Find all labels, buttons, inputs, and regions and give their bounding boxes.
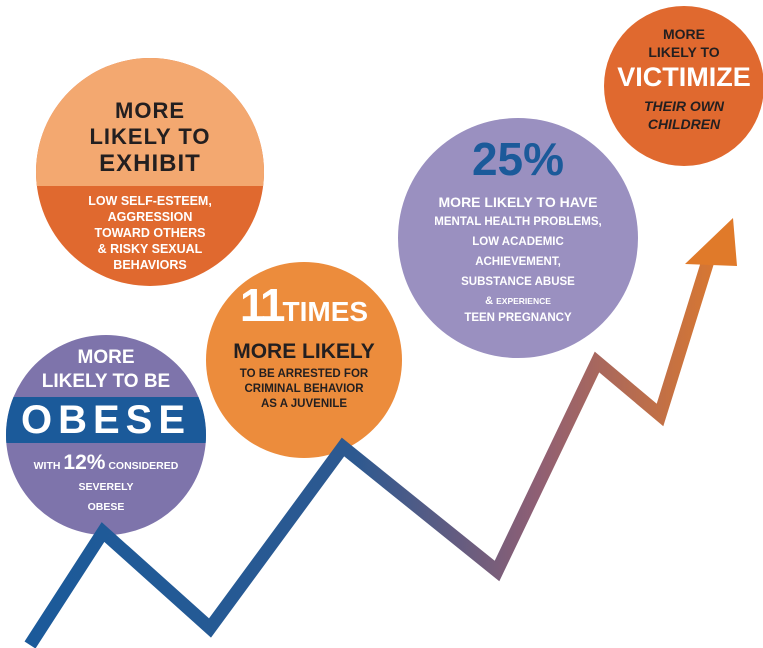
victimize-big: VICTIMIZE xyxy=(617,62,751,92)
victimize-heading-2: LIKELY TO xyxy=(648,44,720,60)
exhibit-detail-2: AGGRESSION xyxy=(107,210,193,224)
mental-detail-1: MENTAL HEALTH PROBLEMS, xyxy=(434,216,602,228)
arrested-heading: MORE LIKELY xyxy=(233,340,375,363)
arrested-detail-2: CRIMINAL BEHAVIOR xyxy=(244,383,364,395)
victimize-heading-1: MORE xyxy=(663,26,705,42)
victimize-italic-1: THEIR OWN xyxy=(643,98,725,114)
arrested-number: 11 xyxy=(239,279,286,331)
obese-line-2: SEVERELY xyxy=(78,481,134,493)
bubble-arrested: 11TIMES MORE LIKELY TO BE ARRESTED FOR C… xyxy=(206,262,402,458)
mental-detail-4: SUBSTANCE ABUSE xyxy=(461,276,575,288)
obese-banner-text: OBESE xyxy=(20,398,192,442)
mental-experience: EXPERIENCE xyxy=(496,296,551,306)
obese-considered: CONSIDERED xyxy=(108,460,179,472)
exhibit-heading-2: LIKELY TO xyxy=(89,124,211,149)
bubble-exhibit: MORE LIKELY TO EXHIBIT LOW SELF-ESTEEM, … xyxy=(36,58,264,286)
bubble-mental-health: 25% MORE LIKELY TO HAVE MENTAL HEALTH PR… xyxy=(398,118,638,358)
mental-detail-3: ACHIEVEMENT, xyxy=(475,256,561,268)
obese-line-3: OBESE xyxy=(87,501,125,513)
obese-percent: 12% xyxy=(63,451,106,474)
arrested-number-line: 11TIMES xyxy=(206,282,402,335)
victimize-italic-2: CHILDREN xyxy=(647,116,721,132)
bubble-victimize: MORE LIKELY TO VICTIMIZE THEIR OWN CHILD… xyxy=(604,6,763,166)
obese-heading-2: LIKELY TO BE xyxy=(41,371,171,392)
mental-amp: & xyxy=(485,295,494,307)
exhibit-detail-4: & RISKY SEXUAL xyxy=(97,242,203,256)
exhibit-heading-1: MORE xyxy=(115,98,185,123)
mental-detail-5: & EXPERIENCE xyxy=(398,295,638,307)
exhibit-detail-1: LOW SELF-ESTEEM, xyxy=(88,194,212,208)
arrested-detail-1: TO BE ARRESTED FOR xyxy=(239,368,369,380)
exhibit-detail-5: BEHAVIORS xyxy=(113,258,187,272)
bubble-obese: MORE LIKELY TO BE OBESE WITH 12% CONSIDE… xyxy=(6,335,206,535)
obese-with: WITH xyxy=(33,460,61,472)
arrested-detail-3: AS A JUVENILE xyxy=(260,398,348,410)
mental-detail-6: TEEN PREGNANCY xyxy=(464,312,572,324)
obese-heading-1: MORE xyxy=(77,347,135,368)
mental-percent: 25% xyxy=(471,133,565,185)
mental-heading: MORE LIKELY TO HAVE xyxy=(438,194,598,210)
arrested-times: TIMES xyxy=(282,296,369,327)
exhibit-heading-3: EXHIBIT xyxy=(99,150,201,177)
mental-detail-2: LOW ACADEMIC xyxy=(472,236,564,248)
exhibit-detail-3: TOWARD OTHERS xyxy=(94,226,206,240)
obese-line-1: WITH 12% CONSIDERED xyxy=(6,451,206,475)
bubble-exhibit-top xyxy=(36,58,264,186)
